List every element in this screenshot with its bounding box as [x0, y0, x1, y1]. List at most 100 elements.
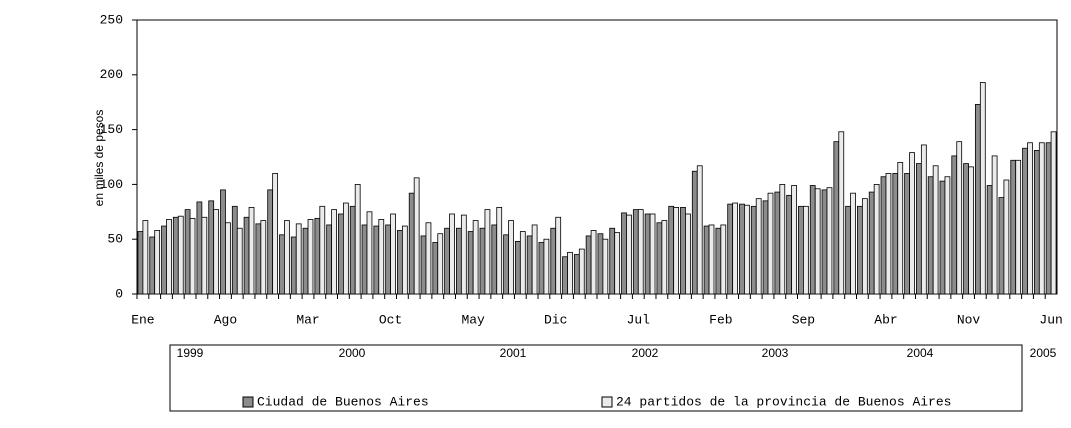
bar — [189, 217, 196, 295]
bar — [685, 213, 691, 295]
bar — [904, 173, 910, 295]
bar — [680, 207, 686, 295]
bar — [626, 214, 632, 295]
bar — [732, 202, 738, 295]
bar — [231, 205, 238, 295]
bar — [791, 185, 797, 295]
bar — [821, 189, 828, 295]
bar — [637, 209, 644, 295]
bar — [673, 207, 680, 295]
bar — [944, 176, 951, 295]
bar — [585, 235, 592, 295]
bar — [708, 224, 715, 295]
bar — [562, 256, 568, 295]
bar — [649, 213, 656, 295]
bar — [951, 155, 958, 295]
bar — [284, 220, 290, 295]
bar — [1022, 147, 1028, 295]
bar — [385, 224, 391, 295]
bar — [1038, 142, 1045, 295]
bar — [420, 235, 427, 295]
bar — [857, 205, 863, 295]
bar — [786, 194, 793, 295]
y-tick-label: 250 — [100, 12, 123, 27]
y-tick-label: 200 — [100, 67, 123, 82]
y-tick-label: 100 — [100, 177, 123, 192]
legend-swatch — [601, 396, 613, 408]
bar — [349, 205, 356, 295]
bar — [201, 216, 208, 295]
bar — [314, 217, 321, 295]
bar — [621, 212, 627, 295]
bar — [602, 238, 609, 295]
bar — [319, 205, 326, 295]
bar — [739, 203, 745, 295]
bar — [154, 230, 161, 295]
bar — [142, 220, 149, 295]
bar — [331, 209, 337, 295]
y-axis-label: en miles de pesos — [92, 110, 106, 207]
bar — [573, 254, 580, 295]
bar — [609, 227, 616, 295]
bar — [279, 234, 285, 295]
x-tick-label: May — [461, 312, 485, 327]
bar — [366, 211, 373, 295]
bar — [444, 227, 450, 295]
bar — [220, 189, 226, 295]
bar — [696, 165, 703, 295]
bar — [550, 227, 557, 295]
bar — [868, 191, 875, 295]
bar — [390, 213, 396, 295]
bar — [833, 141, 840, 295]
bar — [526, 235, 533, 295]
bar — [1050, 131, 1057, 295]
bar — [755, 198, 762, 295]
x-tick-label: Jun — [1039, 312, 1062, 327]
bar — [920, 144, 927, 295]
bar — [1027, 142, 1033, 295]
bar — [909, 152, 915, 295]
bar — [248, 207, 255, 295]
bar — [472, 220, 479, 295]
bar — [838, 131, 845, 295]
x-tick-label: Sep — [792, 312, 815, 327]
bar — [885, 173, 892, 295]
y-tick-label: 50 — [107, 232, 123, 247]
year-label: 2003 — [762, 346, 789, 360]
bar — [974, 103, 981, 295]
x-tick-label: Feb — [709, 312, 732, 327]
bar — [892, 173, 899, 295]
bar — [614, 232, 621, 295]
year-label: 2001 — [500, 346, 527, 360]
bar — [491, 224, 498, 295]
bar — [161, 225, 167, 295]
bar — [850, 192, 856, 295]
bar — [449, 213, 455, 295]
bar — [1033, 150, 1040, 295]
bar — [567, 251, 573, 295]
bar — [514, 240, 521, 295]
bar — [172, 216, 179, 295]
bar — [998, 197, 1005, 295]
x-tick-label: Nov — [957, 312, 981, 327]
bar — [166, 219, 172, 295]
bar — [137, 231, 144, 295]
bar — [668, 205, 675, 295]
bar — [401, 225, 408, 295]
bar — [715, 227, 722, 295]
bar — [460, 214, 467, 295]
bar — [373, 225, 380, 295]
legend-box — [169, 344, 1023, 412]
bar — [1010, 159, 1017, 295]
bar — [538, 242, 545, 295]
bar — [378, 219, 385, 295]
bar — [290, 236, 297, 295]
bar — [845, 205, 851, 295]
bar — [656, 222, 663, 295]
bar — [260, 220, 267, 295]
bar — [956, 141, 963, 295]
bar — [149, 236, 156, 295]
bar — [496, 207, 503, 295]
bar — [255, 223, 262, 295]
